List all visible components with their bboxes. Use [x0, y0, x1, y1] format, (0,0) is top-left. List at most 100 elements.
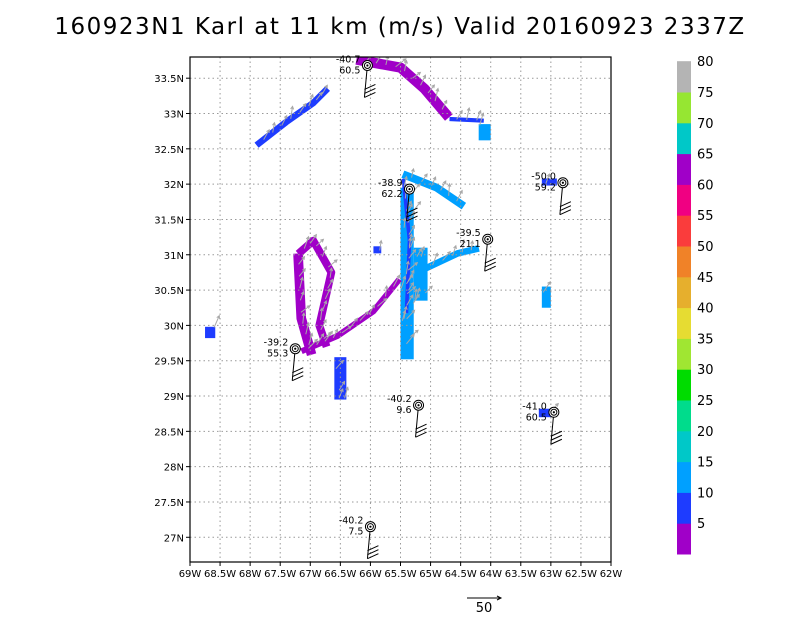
wind-vector — [290, 105, 295, 119]
wind-vector — [368, 304, 375, 315]
observation: -40.760.5 — [336, 54, 376, 98]
wind-barb-flag — [484, 261, 496, 268]
observation: -39.255.3 — [264, 338, 304, 382]
wind-barb-flag — [367, 545, 379, 552]
x-tick-label: 62W — [600, 569, 623, 580]
wind-vector — [403, 175, 408, 187]
gridlines — [190, 57, 611, 562]
wind-vector — [405, 260, 410, 275]
wind-vector — [442, 250, 451, 261]
wind-vector — [461, 238, 466, 253]
wind-vector — [413, 288, 418, 300]
y-tick-label: 31N — [164, 251, 184, 262]
wind-vector — [408, 224, 416, 235]
y-tick-label: 31.5N — [154, 215, 184, 226]
wind-vector — [338, 380, 346, 391]
wind-vector — [412, 293, 420, 304]
y-axis-ticks: 27N 27.5N 28N 28.5N 29N 29.5N 30N 30.5N 31N 31.5N… — [154, 74, 190, 544]
wind-barb-flag — [550, 434, 563, 441]
wind-vectors — [213, 57, 559, 413]
observation-markers: -40.760.5-38.962.2-39.521.1-50.059.2-39.… — [264, 54, 572, 560]
observation-temp: -38.9 — [378, 178, 403, 189]
wind-vector — [308, 338, 319, 349]
colorbar-label: 5 — [697, 517, 705, 532]
wind-vector — [338, 388, 344, 399]
wind-barb-flag — [550, 438, 563, 445]
wind-barb-flag — [292, 371, 304, 378]
colorbar-swatch — [677, 215, 691, 247]
observation-dot — [366, 64, 369, 67]
wind-vector — [319, 307, 324, 321]
colorbar-label: 50 — [697, 240, 714, 255]
wind-vector — [385, 57, 390, 66]
colorbar-swatch — [677, 184, 691, 216]
x-tick-label: 66W — [359, 569, 382, 580]
wind-region — [254, 86, 330, 148]
x-axis-ticks: 69W 68.5W 68W 67.5W 67W 66.5W 66W 65.5W 65W 64.5W… — [179, 562, 623, 580]
colorbar-swatch — [677, 246, 691, 278]
wind-vector — [315, 91, 323, 101]
observation-temp: -39.2 — [264, 338, 289, 349]
observation: -39.521.1 — [456, 228, 496, 272]
x-tick-label: 67.5W — [264, 569, 296, 580]
x-tick-label: 64W — [479, 569, 502, 580]
observation: -40.29.6 — [387, 394, 427, 438]
observation-dot — [408, 187, 411, 191]
wind-vector — [327, 278, 334, 289]
wind-vector — [322, 300, 328, 310]
colorbar-label: 65 — [697, 148, 714, 163]
wind-vector — [415, 287, 421, 299]
x-tick-label: 68.5W — [204, 569, 236, 580]
wind-barb-flag — [415, 423, 427, 430]
observation-temp: -40.2 — [339, 516, 364, 527]
wind-vector — [420, 74, 427, 86]
wind-barb-flag — [367, 553, 379, 560]
colorbar-label: 35 — [697, 332, 714, 347]
wind-barb-flag — [292, 367, 304, 374]
colorbar: 5 10 15 20 25 30 35 40 45 50 55 60 65 70 75 80 — [677, 55, 714, 555]
y-tick-label: 28.5N — [154, 427, 184, 438]
wind-vector — [378, 239, 383, 251]
y-tick-label: 29N — [164, 392, 184, 403]
observation: -38.962.2 — [378, 178, 418, 222]
reference-arrowhead — [496, 595, 503, 601]
wind-region — [373, 246, 382, 254]
observation-dot — [486, 238, 489, 241]
colorbar-label: 60 — [697, 178, 714, 193]
wind-vector — [411, 183, 421, 194]
wind-vector — [298, 255, 306, 265]
wind-vector — [395, 58, 407, 68]
observation-ring — [559, 179, 567, 187]
wind-region — [541, 178, 557, 186]
colorbar-swatch — [677, 276, 691, 309]
wind-vector — [427, 84, 436, 94]
observation-temp: -41.0 — [522, 401, 547, 412]
wind-vector — [328, 259, 338, 268]
wind-vector — [545, 173, 551, 184]
wind-vector — [316, 332, 325, 346]
wind-vector — [416, 247, 422, 257]
y-tick-label: 33.5N — [154, 74, 184, 85]
y-tick-label: 29.5N — [154, 357, 184, 368]
colorbar-swatch — [677, 369, 691, 401]
wind-vector — [411, 167, 415, 178]
x-tick-label: 66.5W — [324, 569, 356, 580]
wind-vector — [263, 128, 270, 140]
wind-vector — [341, 325, 352, 334]
wind-vector — [299, 276, 304, 289]
wind-region — [300, 277, 402, 355]
observation-dot — [552, 411, 555, 414]
wind-vector — [281, 114, 288, 126]
wind-vector — [441, 99, 448, 110]
colorbar-swatch — [677, 61, 691, 93]
wind-vector — [329, 267, 334, 278]
wind-region — [538, 408, 551, 418]
wind-vector — [407, 211, 415, 223]
wind-barb-flag — [559, 205, 572, 212]
wind-region — [401, 178, 412, 314]
wind-vector — [350, 317, 359, 328]
colorbar-label: 45 — [697, 271, 714, 286]
wind-barb-flag — [364, 84, 376, 90]
wind-vector — [466, 107, 471, 120]
